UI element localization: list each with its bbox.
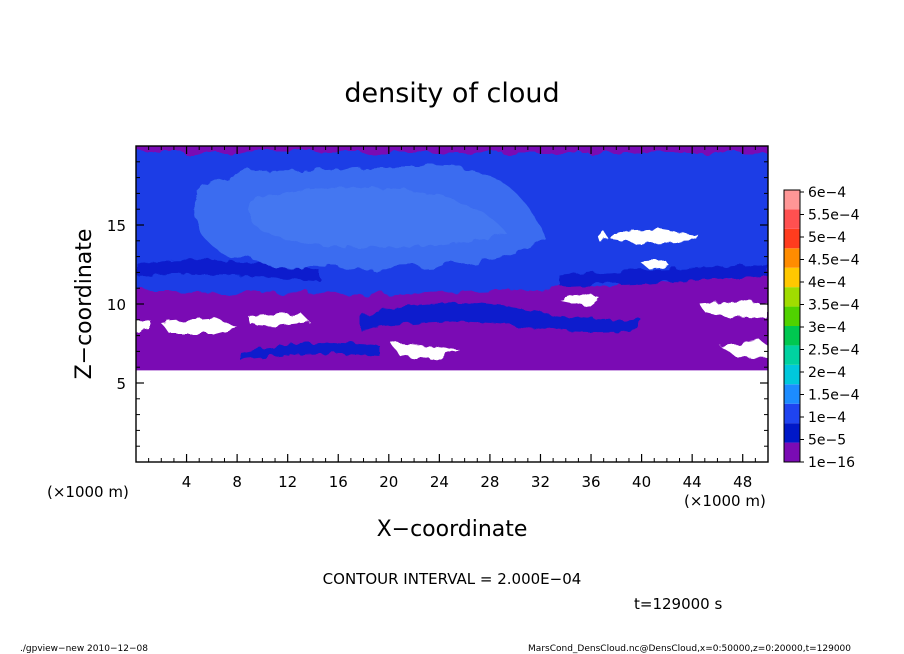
colorbar-label: 5.5e−4 [808, 208, 860, 224]
x-tick-label: 8 [232, 473, 242, 491]
colorbar-label: 4e−4 [808, 275, 846, 291]
x-tick-label: 4 [182, 473, 192, 491]
x-tick-label: 36 [581, 473, 600, 491]
colorbar-label: 1.5e−4 [808, 388, 860, 404]
x-tick-label: 12 [278, 473, 297, 491]
colorbar-segment [784, 306, 800, 326]
colorbar-segment [784, 190, 800, 210]
colorbar-segment [784, 403, 800, 424]
x-tick-label: 28 [480, 473, 499, 491]
colorbar-label: 4.5e−4 [808, 253, 860, 269]
colorbar-segment [784, 267, 800, 288]
colorbar-segment [784, 423, 800, 443]
colorbar-label: 3.5e−4 [808, 298, 860, 314]
footer-left: ./gpview−new 2010−12−08 [20, 644, 148, 654]
plot-area [136, 146, 768, 462]
contour-interval: CONTOUR INTERVAL = 2.000E−04 [323, 570, 582, 588]
colorbar-segment [784, 364, 800, 385]
y-axis-ticks: 5 10 15 [107, 161, 768, 447]
dark-blue-streaks [136, 259, 768, 360]
colorbar-label: 5e−4 [808, 230, 846, 246]
colorbar-label: 2e−4 [808, 365, 846, 381]
colorbar-label: 1e−16 [808, 455, 855, 471]
colorbar-label: 5e−5 [808, 433, 846, 449]
y-tick-label: 5 [116, 375, 126, 393]
colorbar: 1e−16 5e−5 1e−4 1.5e−4 2e−4 2.5e−4 3e−4 3.5e−4 4… [783, 185, 860, 471]
colorbar-label: 2.5e−4 [808, 343, 860, 359]
colorbar-label: 3e−4 [808, 320, 846, 336]
colorbar-segment [784, 345, 800, 365]
x-tick-label: 32 [531, 473, 550, 491]
colorbar-segment [784, 248, 800, 268]
chart-title: density of cloud [344, 78, 559, 109]
x-tick-label: 44 [683, 473, 702, 491]
x-tick-label: 16 [329, 473, 348, 491]
footer-right: MarsCond_DensCloud.nc@DensCloud,x=0:5000… [528, 644, 851, 654]
y-unit-label: (×1000 m) [47, 483, 129, 501]
colorbar-label: 1e−4 [808, 410, 846, 426]
time-label: t=129000 s [634, 595, 722, 613]
no-data-holes [136, 230, 768, 360]
x-axis-ticks: 4 8 12 16 20 24 28 32 36 40 44 48 [148, 146, 756, 491]
x-tick-label: 24 [430, 473, 449, 491]
colorbar-segment [784, 209, 800, 229]
colorbar-segment [784, 384, 800, 404]
light-blue-cloud-core [250, 187, 505, 249]
colorbar-segment [784, 442, 800, 462]
x-tick-label: 20 [379, 473, 398, 491]
colorbar-frame [783, 189, 801, 463]
y-axis-label: Z−coordinate [72, 229, 97, 380]
x-unit-label: (×1000 m) [684, 492, 766, 510]
x-tick-label: 48 [733, 473, 752, 491]
x-tick-label: 40 [632, 473, 651, 491]
y-tick-label: 10 [107, 296, 126, 314]
y-tick-label: 15 [107, 217, 126, 235]
colorbar-segment [784, 287, 800, 307]
colorbar-segment [784, 326, 800, 346]
x-axis-label: X−coordinate [377, 517, 528, 542]
colorbar-label: 6e−4 [808, 185, 846, 201]
colorbar-segment [784, 228, 800, 249]
